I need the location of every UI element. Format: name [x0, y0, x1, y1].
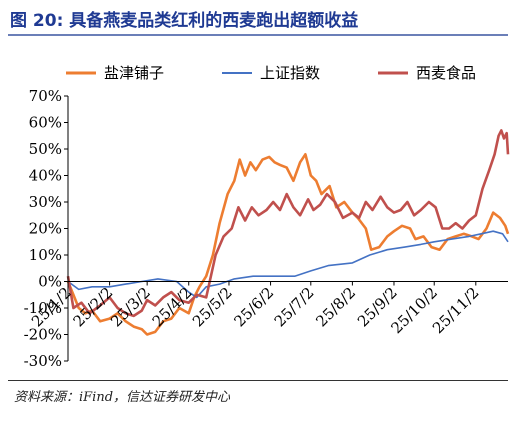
y-tick-label: -30% [24, 352, 62, 370]
legend: 盐津铺子 上证指数 西麦食品 [66, 64, 476, 82]
y-tick-label: 30% [29, 193, 62, 211]
y-tick-label: 40% [29, 167, 62, 185]
x-tick-label: 25/4/2 [149, 284, 196, 331]
y-tick-label: 0% [38, 273, 62, 291]
x-axis-ticks: 25/1/225/2/225/3/225/4/225/5/225/6/225/7… [28, 281, 483, 338]
legend-label-2: 上证指数 [260, 64, 320, 82]
series-line-1 [66, 153, 510, 336]
series-line-3 [66, 129, 510, 318]
figure-title: 图 20: 具备燕麦品类红利的西麦跑出超额收益 [10, 11, 359, 31]
y-tick-label: 50% [29, 140, 62, 158]
footer-rule [8, 380, 508, 381]
x-tick-label: 25/5/2 [189, 284, 236, 331]
x-tick-label: 25/8/2 [312, 284, 359, 331]
y-tick-label: 20% [29, 220, 62, 238]
y-tick-label: -20% [24, 326, 62, 344]
source-note: 资料来源：iFind，信达证券研发中心 [14, 390, 231, 405]
x-tick-label: 25/11/2 [429, 284, 483, 338]
title-rule [8, 34, 508, 36]
y-tick-label: 70% [29, 87, 62, 105]
legend-label-1: 盐津铺子 [104, 64, 164, 82]
series-line-2 [67, 230, 509, 299]
x-tick-label: 25/7/2 [271, 284, 318, 331]
legend-label-3: 西麦食品 [416, 64, 476, 82]
y-axis-ticks: -30% -20% -10% 0% 10% 20% 30% 40% 50% 60% 70% [24, 87, 68, 370]
x-tick-label: 25/6/2 [231, 284, 278, 331]
y-tick-label: 10% [29, 246, 62, 264]
y-tick-label: 60% [29, 114, 62, 132]
y-tick-label: -10% [24, 299, 62, 317]
